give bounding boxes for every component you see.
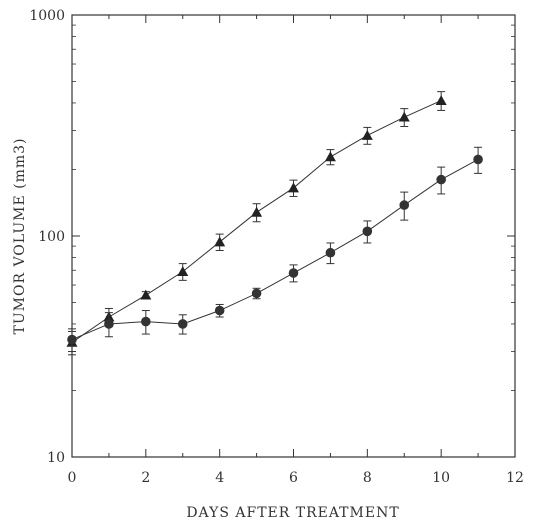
data-point [67, 334, 77, 345]
x-axis-label: DAYS AFTER TREATMENT [186, 505, 399, 521]
data-point [398, 111, 410, 122]
data-point [177, 319, 188, 329]
data-point [177, 266, 189, 277]
y-tick-label: 1000 [29, 8, 65, 24]
series-layer [66, 91, 483, 356]
series-2 [67, 146, 483, 353]
data-point [141, 316, 151, 327]
data-point [104, 319, 114, 329]
data-point [288, 268, 299, 278]
data-point [473, 154, 483, 165]
data-point [399, 200, 410, 210]
data-point [288, 182, 299, 193]
series-1 [66, 91, 447, 356]
data-point [436, 174, 446, 185]
data-point [140, 289, 152, 300]
y-axis-label: TUMOR VOLUME (mm3) [12, 138, 28, 335]
data-point [362, 226, 373, 237]
x-tick-label: 10 [432, 470, 450, 486]
x-tick-label: 6 [289, 470, 298, 486]
y-tick-label: 100 [38, 229, 65, 245]
data-point [435, 95, 447, 105]
data-point [214, 236, 226, 247]
x-tick-label: 2 [141, 470, 150, 486]
series-line [71, 159, 479, 341]
data-point [214, 305, 225, 316]
x-tick-label: 12 [506, 470, 524, 486]
data-point [251, 206, 263, 217]
x-tick-label: 8 [363, 470, 372, 486]
data-point [325, 247, 336, 258]
y-tick-label: 10 [47, 450, 65, 466]
tick-labels: 0 2 4 6 8 10 12 10 100 1000 [29, 8, 524, 486]
data-point [251, 288, 262, 299]
x-tick-label: 0 [68, 470, 77, 486]
data-point [361, 129, 373, 140]
x-tick-label: 4 [215, 470, 224, 486]
data-point [324, 151, 336, 162]
axis-ticks [71, 14, 516, 458]
plot-area [71, 14, 516, 458]
